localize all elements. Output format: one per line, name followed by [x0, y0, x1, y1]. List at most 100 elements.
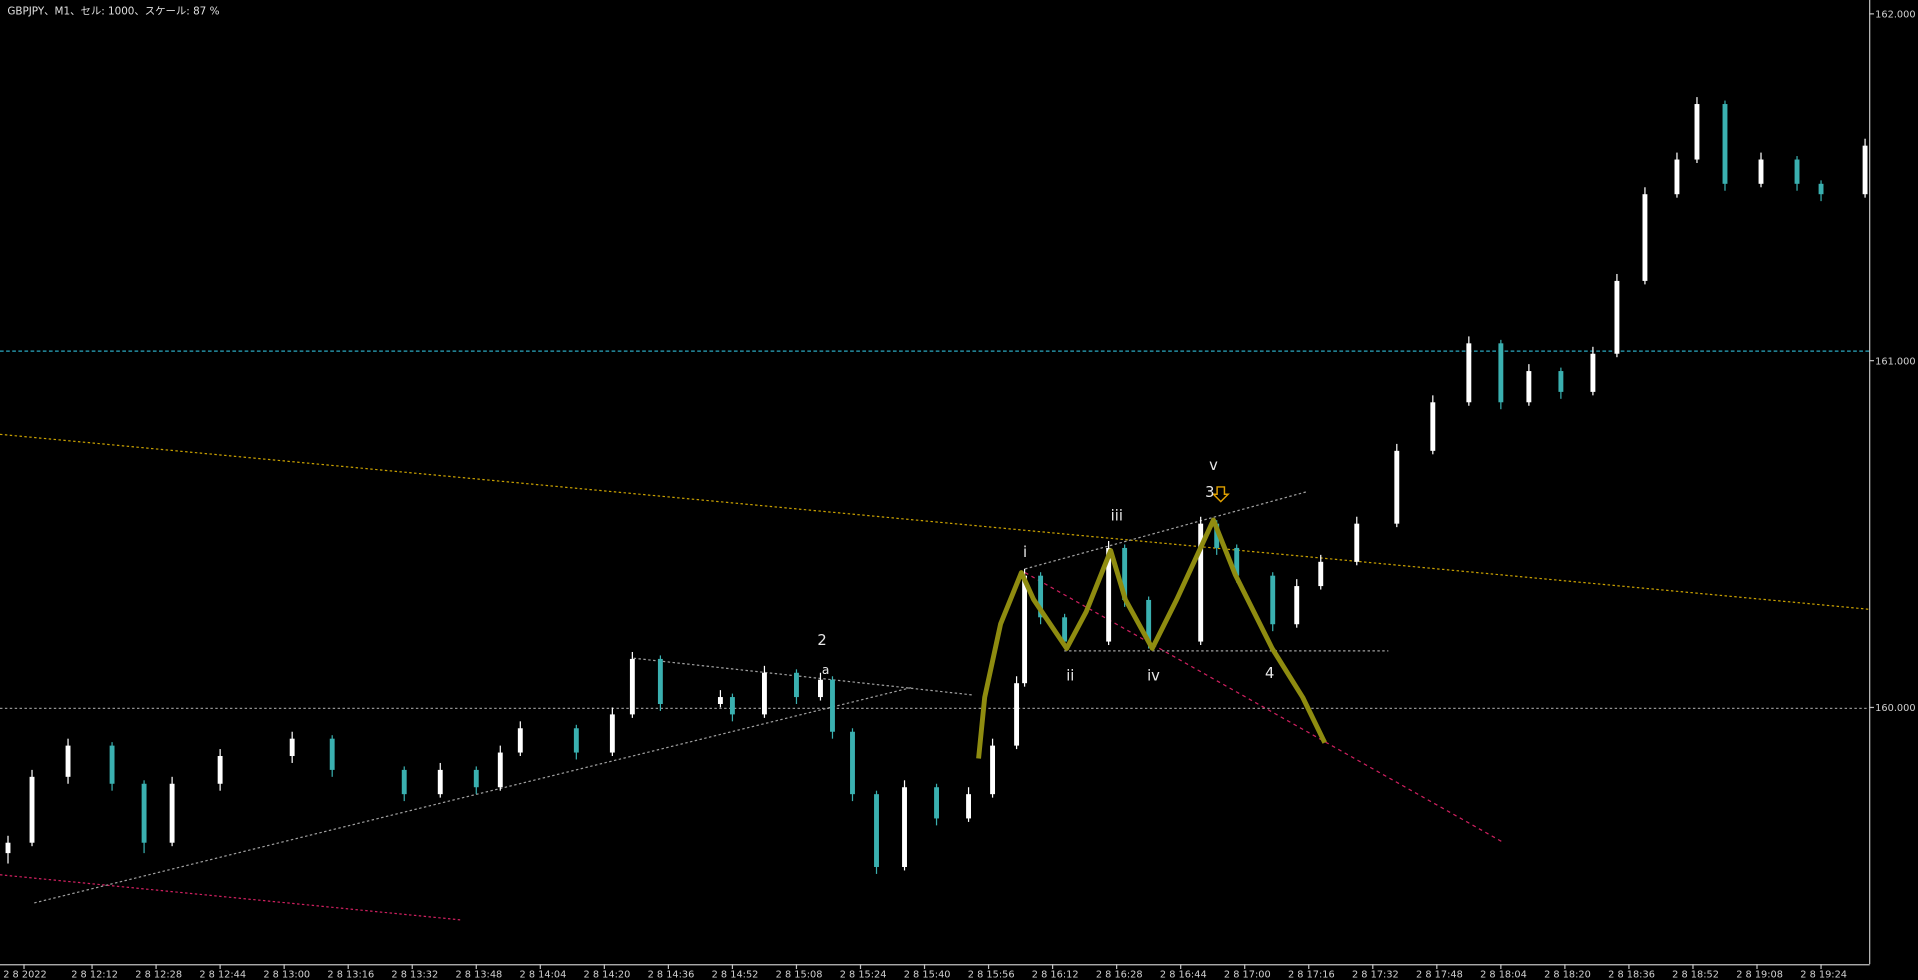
x-tick-label: 2 8 14:52 — [712, 970, 759, 980]
axes: 160.000 161.000 162.000 2 8 2022 2 8 12:12 2 … — [3, 10, 1915, 980]
candle-body — [169, 783, 175, 843]
candles — [5, 97, 1868, 874]
candle-body — [1354, 523, 1360, 562]
candle-body — [1722, 104, 1728, 184]
y-tick-label: 161.000 — [1875, 356, 1915, 367]
x-tick-label: 2 8 17:48 — [1416, 970, 1463, 980]
wave-label: ii — [1066, 668, 1074, 685]
candle-body — [1146, 599, 1152, 642]
candle-body — [966, 794, 972, 819]
trend-line — [1024, 572, 1503, 843]
candle-body — [1198, 523, 1204, 642]
candle-body — [437, 769, 443, 795]
x-tick-label: 2 8 13:48 — [455, 970, 502, 980]
candle-body — [217, 756, 223, 784]
x-tick-label: 2 8 13:32 — [391, 970, 438, 980]
x-tick-label: 2 8 16:28 — [1096, 970, 1143, 980]
candle-body — [29, 776, 35, 843]
x-tick-label: 2 8 18:52 — [1672, 970, 1719, 980]
candle-body — [1614, 280, 1620, 354]
candle-body — [1430, 402, 1436, 451]
wave-label: 3 — [1205, 484, 1214, 501]
x-tick-label: 2 8 15:56 — [968, 970, 1015, 980]
sell-arrow — [1211, 486, 1230, 503]
x-tick-label: 2 8 18:36 — [1608, 970, 1655, 980]
candle-body — [1294, 586, 1300, 625]
candle-body — [729, 697, 735, 715]
candle-body — [934, 787, 939, 819]
candle-body — [65, 745, 71, 777]
candle-body — [850, 731, 855, 795]
x-tick-label: 2 8 17:32 — [1352, 970, 1399, 980]
x-tick-label: 2 8 14:04 — [520, 970, 567, 980]
candle-body — [657, 658, 663, 704]
candle-body — [1818, 183, 1824, 195]
wave-path — [976, 517, 1327, 759]
candle-body — [902, 787, 907, 867]
x-tick-label: 2 8 12:28 — [135, 970, 182, 980]
x-tick-label: 2 8 14:36 — [648, 970, 695, 980]
x-tick-label: 2 8 12:12 — [71, 970, 118, 980]
trend-line — [34, 686, 912, 904]
candle-body — [1590, 353, 1596, 392]
candle-body — [1214, 523, 1220, 548]
candle-body — [141, 783, 147, 843]
trend-line — [633, 657, 973, 696]
candle-body — [1862, 145, 1868, 195]
candle-body — [497, 752, 503, 788]
candle-body — [1062, 617, 1068, 642]
candle-body — [1038, 575, 1044, 618]
x-tick-label: 2 8 18:04 — [1480, 970, 1527, 980]
candle-body — [1642, 194, 1648, 281]
candle-body — [990, 745, 996, 795]
candle-body — [517, 728, 523, 753]
x-tick-label: 2 8 15:24 — [840, 970, 887, 980]
candle-body — [1234, 547, 1240, 576]
x-tick-label: 2 8 16:12 — [1032, 970, 1079, 980]
trend-line — [0, 874, 463, 921]
candle-body — [109, 745, 115, 784]
candle-body — [1318, 561, 1324, 587]
x-tick-label: 2 8 18:20 — [1544, 970, 1591, 980]
x-tick-label: 2 8 14:20 — [584, 970, 631, 980]
candle-body — [401, 769, 407, 795]
wave-label: 2 — [817, 632, 826, 649]
candle-body — [1106, 547, 1112, 642]
x-tick-label: 2 8 17:16 — [1288, 970, 1335, 980]
x-tick-label: 2 8 17:00 — [1224, 970, 1271, 980]
wave-label: 4 — [1265, 665, 1274, 682]
candle-body — [1394, 450, 1400, 524]
candle-body — [1794, 159, 1800, 184]
candle-body — [629, 658, 635, 715]
candle-body — [874, 794, 879, 867]
candle-body — [794, 672, 799, 698]
candle-body — [1674, 159, 1680, 195]
wave-label: v — [1209, 457, 1218, 474]
candle-body — [1526, 371, 1532, 403]
x-tick-label: 2 8 15:40 — [904, 970, 951, 980]
candle-body — [1270, 575, 1276, 625]
candle-body — [329, 738, 335, 770]
wave-label: iv — [1147, 668, 1160, 685]
candle-body — [1022, 575, 1028, 684]
candle-body — [1014, 683, 1020, 746]
wave-label: iii — [1111, 507, 1123, 524]
candle-body — [5, 842, 11, 854]
candle-body — [818, 679, 823, 698]
candle-body — [1498, 343, 1504, 403]
x-tick-label: 2 8 19:08 — [1736, 970, 1783, 980]
x-tick-label: 2 8 16:44 — [1160, 970, 1207, 980]
candle-body — [573, 728, 579, 753]
x-tick-label: 2 8 19:24 — [1800, 970, 1847, 980]
candle-body — [830, 679, 835, 732]
y-tick-label: 162.000 — [1875, 10, 1915, 21]
candle-body — [1558, 371, 1564, 392]
candle-body — [1122, 547, 1128, 600]
candle-body — [1694, 104, 1700, 160]
candle-body — [1758, 159, 1764, 184]
candle-body — [1466, 343, 1472, 403]
chart-title: GBPJPY、M1、セル: 1000、スケール: 87 % — [7, 6, 219, 18]
